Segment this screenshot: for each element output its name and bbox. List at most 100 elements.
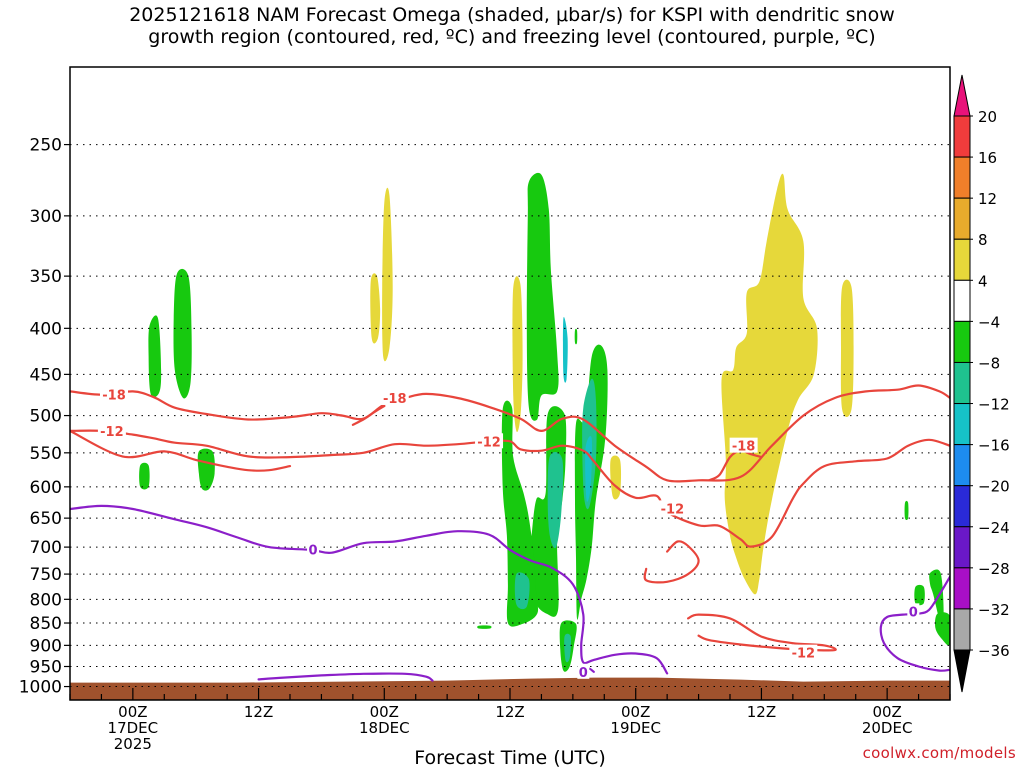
brand-watermark: coolwx.com/models xyxy=(862,744,1016,762)
omega-region-25 xyxy=(904,500,909,521)
colorbar-label-6: −4 xyxy=(978,313,1000,331)
x-tick-label-60-1: 12Z xyxy=(747,703,776,721)
y-tick-label-350: 350 xyxy=(30,267,62,287)
contour-label-bg-8 xyxy=(307,541,320,557)
colorbar-swatch-3 xyxy=(953,197,971,240)
freezing-level-contour-8 xyxy=(70,504,669,675)
colorbar-top-triangle xyxy=(953,74,971,117)
colorbar-label-5: 4 xyxy=(978,272,988,290)
colorbar-label-14: −36 xyxy=(978,642,1010,660)
y-tick-label-850: 850 xyxy=(30,614,62,634)
y-tick-label-700: 700 xyxy=(30,538,62,558)
freezing-level-contour-9 xyxy=(257,672,434,682)
y-tick-label-550: 550 xyxy=(30,444,62,464)
colorbar-label-1: 20 xyxy=(978,108,997,126)
colorbar-swatch-10 xyxy=(953,485,971,528)
dgz-contour-2 xyxy=(70,429,950,548)
y-tick-label-500: 500 xyxy=(30,407,62,427)
contour-label-bg-2 xyxy=(380,389,409,405)
y-tick-label-900: 900 xyxy=(30,636,62,656)
contour-label-5: -12 xyxy=(477,435,501,450)
omega-region-21 xyxy=(477,625,492,629)
freezing-level-contour-11 xyxy=(879,575,950,672)
omega-region-27 xyxy=(934,612,950,646)
x-axis-label: Forecast Time (UTC) xyxy=(414,747,605,768)
dgz-contour-7 xyxy=(687,613,837,652)
x-tick-label-12-1: 12Z xyxy=(244,703,273,721)
colorbar-label-4: 8 xyxy=(978,231,988,249)
x-tick-label-24-1: 00Z xyxy=(370,703,399,721)
omega-region-6 xyxy=(382,187,393,362)
omega-region-10 xyxy=(547,452,564,549)
colorbar-label-10: −20 xyxy=(978,478,1010,496)
contour-label-8: 0 xyxy=(309,543,318,558)
y-tick-label-800: 800 xyxy=(30,590,62,610)
colorbar-label-7: −8 xyxy=(978,354,1000,372)
omega-region-12 xyxy=(501,400,539,627)
x-tick-label-48-2: 19DEC xyxy=(610,719,661,737)
omega-region-24 xyxy=(840,279,854,418)
x-tick-label-24-2: 18DEC xyxy=(359,719,410,737)
y-tick-label-250: 250 xyxy=(30,136,62,156)
colorbar-swatch-8 xyxy=(953,403,971,446)
x-tick-label-48-1: 00Z xyxy=(621,703,650,721)
colorbar-swatch-12 xyxy=(953,567,971,610)
contour-label-6: -12 xyxy=(661,502,685,517)
y-tick-label-300: 300 xyxy=(30,207,62,227)
colorbar-swatch-2 xyxy=(953,156,971,199)
y-tick-label-750: 750 xyxy=(30,565,62,585)
contour-label-bg-6 xyxy=(658,500,687,516)
chart-title: 2025121618 NAM Forecast Omega (shaded, μ… xyxy=(0,4,1024,48)
dgz-contour-4 xyxy=(351,405,386,426)
omega-region-26 xyxy=(929,569,944,625)
x-tick-label-0-3: 2025 xyxy=(114,735,152,753)
omega-region-4 xyxy=(197,448,215,491)
colorbar-label-13: −32 xyxy=(978,601,1010,619)
colorbar-swatch-6 xyxy=(953,320,971,363)
chart-title-line-2: growth region (contoured, red, ºC) and f… xyxy=(148,26,876,48)
contour-label-2: -18 xyxy=(383,392,407,407)
colorbar-swatch-5 xyxy=(953,279,971,322)
y-tick-label-400: 400 xyxy=(30,319,62,339)
colorbar-swatch-4 xyxy=(953,238,971,281)
chart-title-line-1: 2025121618 NAM Forecast Omega (shaded, μ… xyxy=(129,4,895,26)
omega-region-5 xyxy=(370,273,381,344)
contour-label-1: -18 xyxy=(102,389,126,404)
contour-label-bg-5 xyxy=(475,433,504,449)
y-tick-label-650: 650 xyxy=(30,509,62,529)
y-tick-label-950: 950 xyxy=(30,657,62,677)
omega-region-8 xyxy=(526,172,559,421)
colorbar-label-12: −28 xyxy=(978,560,1010,578)
colorbar-label-8: −12 xyxy=(978,396,1010,414)
omega-region-1 xyxy=(148,315,162,398)
contour-label-9: 0 xyxy=(579,666,588,681)
omega-region-2 xyxy=(173,268,192,399)
contour-label-bg-10 xyxy=(907,603,920,619)
contour-label-bg-3 xyxy=(729,437,758,453)
contour-label-10: 0 xyxy=(909,605,918,620)
colorbar-label-3: 12 xyxy=(978,190,997,208)
contour-label-bg-1 xyxy=(100,386,128,402)
contour-label-bg-9 xyxy=(577,663,590,679)
x-tick-label-0-2: 17DEC xyxy=(108,719,159,737)
y-tick-label-600: 600 xyxy=(30,478,62,498)
colorbar-label-11: −24 xyxy=(978,519,1010,537)
y-tick-label-450: 450 xyxy=(30,365,62,385)
colorbar-swatch-9 xyxy=(953,444,971,487)
x-tick-label-72-2: 20DEC xyxy=(862,719,913,737)
y-tick-label-1000: 1000 xyxy=(19,678,62,698)
omega-region-13 xyxy=(514,572,530,610)
colorbar-label-2: 16 xyxy=(978,149,997,167)
dgz-contour-3 xyxy=(70,429,292,472)
contour-label-bg-7 xyxy=(789,644,818,660)
omega-region-23 xyxy=(721,173,818,595)
contour-label-bg-4 xyxy=(97,422,126,438)
dgz-contour-1 xyxy=(70,384,950,483)
colorbar-swatch-13 xyxy=(953,608,971,651)
omega-region-7 xyxy=(512,276,523,433)
colorbar-swatch-7 xyxy=(953,361,971,405)
contour-label-7: -12 xyxy=(792,647,816,662)
omega-region-28 xyxy=(914,584,925,606)
colorbar-label-9: −16 xyxy=(978,437,1010,455)
